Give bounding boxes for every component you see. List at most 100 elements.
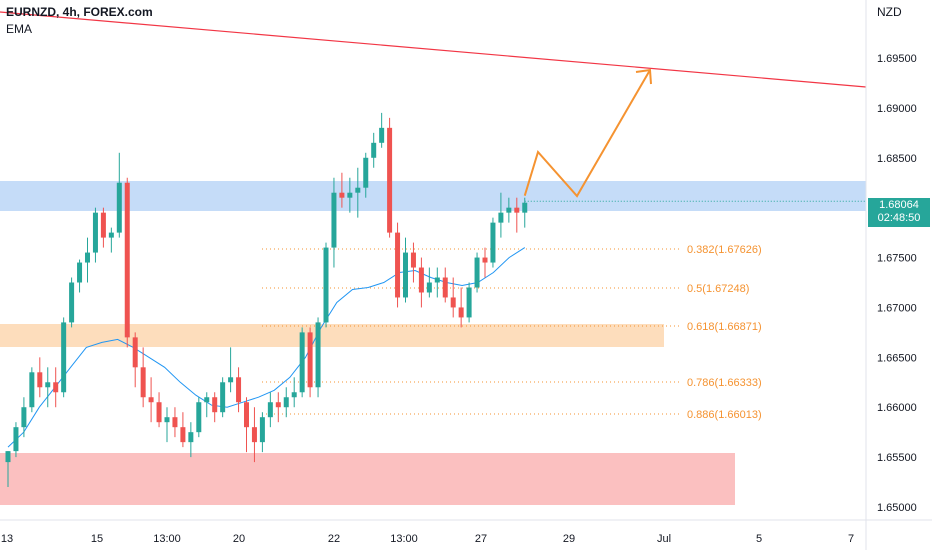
- fib-label: 0.886(1.66013): [687, 409, 762, 421]
- indicator-label: EMA: [6, 22, 33, 36]
- candle-body: [132, 337, 138, 368]
- candle-body: [307, 332, 313, 388]
- candle-body: [482, 257, 488, 263]
- candle-body: [323, 247, 329, 323]
- candle-body: [204, 397, 210, 403]
- fib-label: 0.786(1.66333): [687, 377, 762, 389]
- projection-arrowhead: [635, 68, 652, 85]
- candle-body: [299, 332, 305, 393]
- candle-body: [450, 297, 456, 308]
- time-tick: 20: [233, 533, 245, 545]
- candle-body: [108, 232, 114, 238]
- time-tick: 7: [848, 533, 854, 545]
- candle-body: [61, 322, 67, 393]
- candle-body: [5, 451, 11, 463]
- candle-body: [418, 267, 424, 293]
- candle-body: [490, 222, 496, 263]
- candle-body: [347, 192, 353, 198]
- candle-body: [371, 142, 377, 158]
- candle-body: [236, 377, 242, 403]
- fib-label: 0.618(1.66871): [687, 321, 762, 333]
- time-tick: 27: [475, 533, 487, 545]
- candle-body: [315, 322, 321, 388]
- candle-body: [244, 402, 249, 428]
- candle-body: [403, 252, 408, 298]
- candle-body: [339, 192, 345, 198]
- candle-body: [140, 367, 146, 398]
- candle-body: [267, 402, 273, 418]
- fib-label: 0.382(1.67626): [687, 244, 762, 256]
- projection-path: [523, 69, 651, 198]
- current-price-badge: 1.68064 02:48:50: [868, 198, 930, 227]
- demand-zone: [0, 453, 735, 505]
- current-price: 1.68064: [879, 199, 919, 211]
- candle-body: [92, 212, 98, 253]
- candle-body: [522, 202, 528, 213]
- candle-body: [29, 372, 35, 408]
- time-tick: 15: [91, 533, 103, 545]
- candle-body: [466, 287, 472, 318]
- time-tick: Jul: [657, 533, 671, 545]
- candle-body: [379, 127, 385, 143]
- candle-body: [77, 262, 83, 283]
- candle-body: [434, 277, 440, 283]
- candle-body: [164, 417, 170, 423]
- currency-label: NZD: [877, 5, 902, 19]
- candle-body: [69, 282, 75, 323]
- candle-body: [291, 392, 297, 398]
- candle-body: [474, 257, 480, 288]
- price-tick: 1.66500: [877, 352, 917, 364]
- candle-body: [395, 232, 401, 298]
- candle-body: [116, 182, 122, 233]
- candle-body: [228, 377, 234, 383]
- candle-body: [426, 282, 432, 293]
- price-tick: 1.69000: [877, 103, 917, 115]
- candle-body: [21, 407, 27, 428]
- candle-body: [156, 402, 162, 423]
- time-tick: 13: [1, 533, 13, 545]
- candle-body: [45, 382, 51, 388]
- candle-body: [220, 382, 226, 413]
- price-tick: 1.66000: [877, 402, 917, 414]
- resistance-zone: [0, 181, 866, 211]
- candle-body: [251, 427, 257, 443]
- candle-body: [85, 252, 90, 263]
- candle-body: [212, 397, 218, 413]
- time-tick: 29: [563, 533, 575, 545]
- price-tick: 1.68500: [877, 153, 917, 165]
- price-tick: 1.69500: [877, 53, 917, 65]
- candle-body: [387, 127, 393, 233]
- candle-body: [37, 372, 43, 388]
- candle-body: [442, 277, 448, 298]
- time-tick: 13:00: [390, 533, 418, 545]
- candle-body: [172, 417, 178, 428]
- price-tick: 1.65000: [877, 502, 917, 514]
- candle-body: [124, 182, 130, 338]
- time-tick: 22: [328, 533, 340, 545]
- candle-body: [410, 252, 416, 268]
- candle-body: [458, 307, 464, 318]
- price-tick: 1.67000: [877, 302, 917, 314]
- candle-body: [506, 207, 512, 213]
- candle-body: [275, 402, 281, 408]
- candle-body: [180, 427, 186, 443]
- fib-label: 0.5(1.67248): [687, 283, 749, 295]
- candle-body: [259, 417, 265, 443]
- bar-countdown: 02:48:50: [877, 212, 921, 224]
- candle-body: [514, 207, 520, 213]
- support-zone: [0, 324, 664, 347]
- candle-body: [498, 212, 504, 223]
- candle-body: [283, 397, 289, 408]
- candle-body: [355, 187, 361, 193]
- candle-body: [331, 192, 337, 248]
- candle-body: [196, 402, 202, 433]
- candle-body: [53, 382, 59, 393]
- candle-body: [363, 157, 369, 188]
- candle-body: [13, 427, 19, 452]
- candle-body: [188, 432, 194, 443]
- time-tick: 5: [756, 533, 762, 545]
- resistance-trendline: [0, 11, 867, 88]
- price-tick: 1.65500: [877, 452, 917, 464]
- price-tick: 1.67500: [877, 253, 917, 265]
